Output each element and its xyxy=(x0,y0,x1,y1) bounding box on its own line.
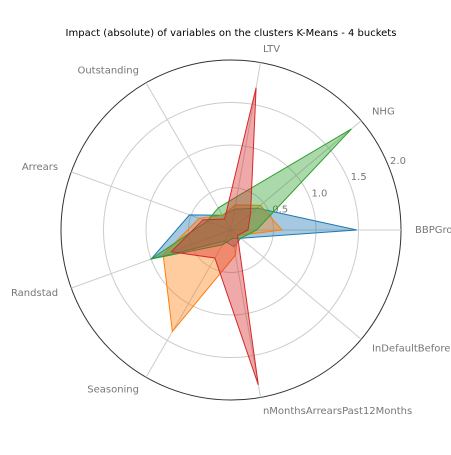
r-tick-label: 1.5 xyxy=(351,172,367,183)
r-tick-label: 1.0 xyxy=(312,188,328,199)
spoke xyxy=(71,171,232,231)
category-label: InDefaultBefore xyxy=(372,343,451,354)
category-label: BBPGroei xyxy=(415,225,451,236)
series-area xyxy=(170,87,259,386)
series-area xyxy=(162,204,284,333)
category-label: Seasoning xyxy=(87,384,139,395)
spoke xyxy=(230,120,362,231)
category-label: Outstanding xyxy=(77,66,139,77)
r-tick-label: 2.0 xyxy=(390,156,406,167)
category-label: Arrears xyxy=(22,162,58,173)
spoke xyxy=(145,82,232,231)
spoke xyxy=(230,229,362,340)
category-label: LTV xyxy=(263,44,280,55)
chart-title: Impact (absolute) of variables on the cl… xyxy=(66,28,397,39)
spoke xyxy=(145,229,232,378)
category-label: nMonthsArrearsPast12Months xyxy=(263,406,412,417)
category-label: Randstad xyxy=(11,288,58,299)
spoke xyxy=(230,229,262,398)
category-label: NHG xyxy=(372,107,395,118)
r-tick-label: 0.5 xyxy=(272,205,288,216)
